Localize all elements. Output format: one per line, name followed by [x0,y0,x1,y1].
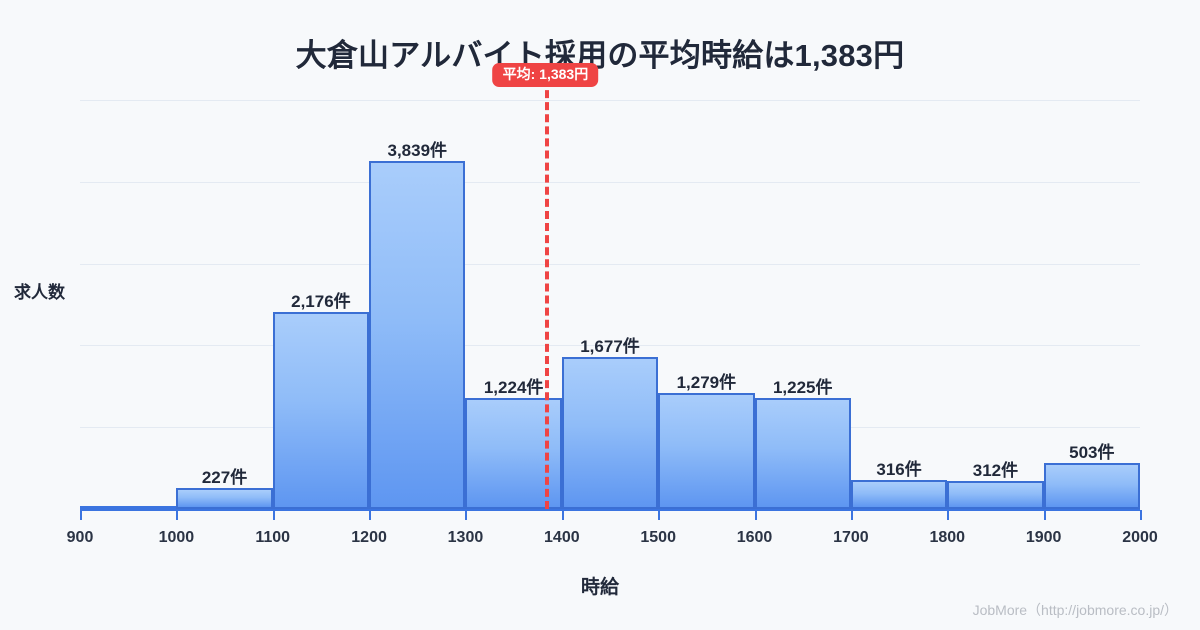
x-axis-tick-label: 1200 [351,529,387,546]
gridline [80,345,1140,347]
bar-value-label: 1,279件 [676,373,737,392]
bar[interactable] [369,160,466,509]
gridline [80,100,1140,101]
bar-value-label: 312件 [972,460,1019,480]
bar[interactable] [754,397,851,509]
x-axis-tick-label: 1800 [929,529,966,546]
bar[interactable] [80,506,177,509]
x-axis-tick [80,510,82,520]
bar[interactable] [561,356,659,509]
x-axis-line [80,508,1140,511]
bar[interactable] [850,480,948,509]
gridline [80,181,1140,183]
x-axis-tick-label: 1900 [1025,529,1062,546]
x-axis-tick-label: 1400 [544,529,580,546]
average-line [545,78,550,509]
x-axis-tick [1140,510,1142,520]
x-axis-tick [947,510,950,520]
x-axis-tick-label: 1700 [833,529,869,546]
bar-value-label: 2,176件 [291,291,351,311]
x-axis-tick [754,510,757,520]
x-axis-tick [272,510,275,520]
x-axis-tick [465,510,468,520]
bar[interactable] [272,311,370,509]
bar-value-label: 316件 [876,460,922,480]
bar[interactable] [658,393,755,509]
bar[interactable] [176,488,273,509]
x-axis-tick-label: 1100 [255,529,291,546]
x-axis-tick-label: 1500 [640,529,676,546]
bar-value-label: 1,225件 [772,377,833,397]
plot-area: 227件 2,176件 3,839件 1,224件 1,677件 1,279件 1,225件… [67,63,1158,546]
bar[interactable] [947,480,1044,509]
y-axis-title: 求人数 [14,283,65,302]
x-axis-tick [658,510,661,520]
x-axis-tick-label: 900 [66,529,94,546]
x-axis-tick-label: 2000 [1122,529,1158,546]
x-axis-tick-label: 1600 [736,529,773,546]
bar-value-label: 227件 [201,468,248,488]
x-axis-tick-label: 1000 [158,529,195,546]
x-axis-tick [369,510,372,520]
x-axis-tick [561,510,564,520]
bar-value-label: 3,839件 [387,140,448,160]
bar-value-label: 503件 [1069,443,1115,463]
gridline [80,263,1140,265]
average-badge: 平均: 1,383円 [492,63,599,88]
x-axis-tick [1043,510,1046,520]
x-axis-title: 時給 [580,577,619,598]
page-title: 大倉山アルバイト採用の平均時給は1,383円 [295,38,905,73]
x-axis-tick [176,510,179,520]
x-axis-tick [850,510,853,520]
bar-value-label: 1,677件 [580,336,640,356]
bar[interactable] [1043,463,1140,509]
watermark: JobMore（http://jobmore.co.jp/） [972,602,1178,618]
x-axis-tick-label: 1300 [447,529,484,546]
bar-value-label: 1,224件 [483,377,544,397]
